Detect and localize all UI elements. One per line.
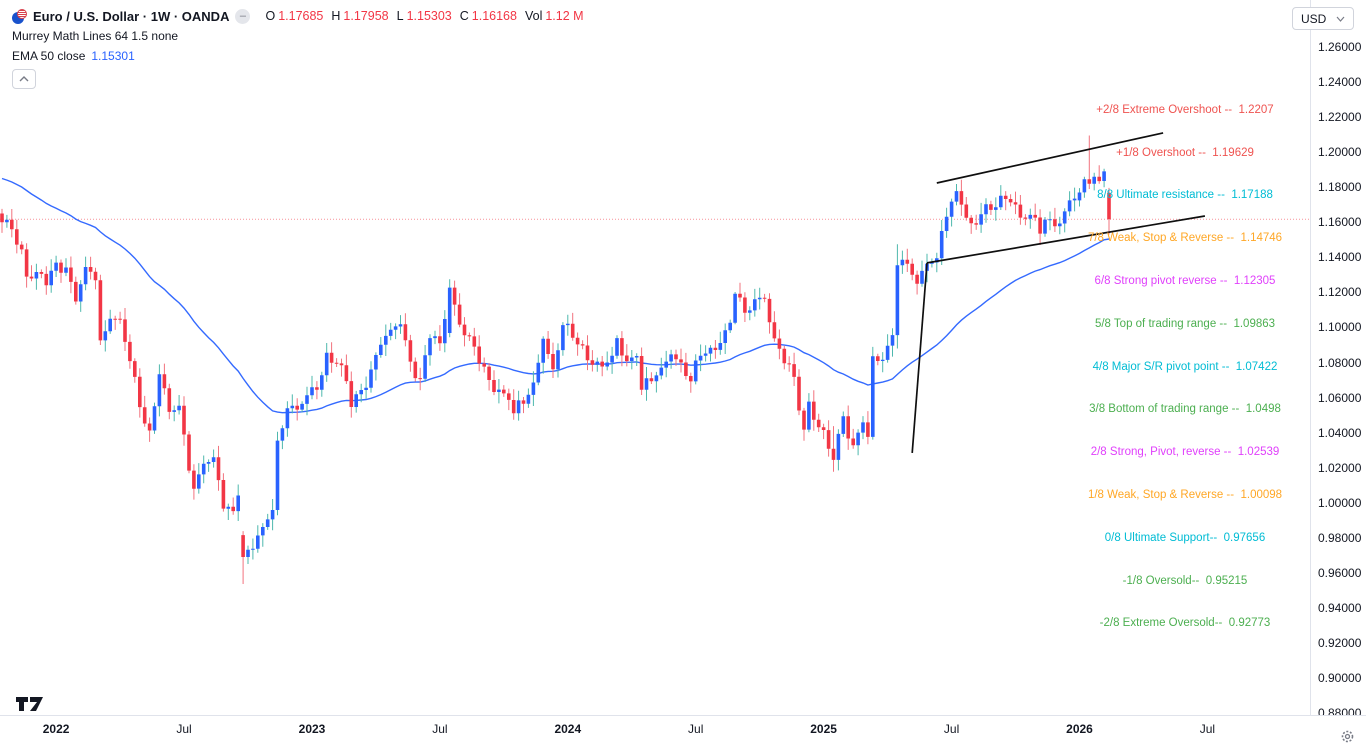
currency-selector-label: USD xyxy=(1301,11,1327,26)
time-tick: 2026 xyxy=(1066,722,1093,736)
down-candle-bodies xyxy=(0,176,1111,557)
legend-collapse-button[interactable] xyxy=(12,69,36,89)
time-tick: 2023 xyxy=(298,722,326,736)
symbol-row[interactable]: Euro / U.S. Dollar · 1W · OANDA – O 1.176… xyxy=(12,6,584,26)
price-tick: 1.16000 xyxy=(1318,215,1362,230)
high-value: 1.17958 xyxy=(343,9,389,23)
price-tick: 0.90000 xyxy=(1318,670,1362,685)
volume-value: 1.12 M xyxy=(545,9,584,23)
open-key: O xyxy=(265,9,276,23)
indicator-ema-row[interactable]: EMA 50 close 1.15301 xyxy=(12,46,584,66)
close-value: 1.16168 xyxy=(471,9,517,23)
price-tick: 0.92000 xyxy=(1318,635,1362,650)
indicator-ema-value: 1.15301 xyxy=(91,49,135,63)
currency-selector-button[interactable]: USD xyxy=(1292,7,1354,30)
ema-50-line xyxy=(1,177,1110,414)
down-candle-wicks xyxy=(1,135,1110,584)
high-key: H xyxy=(331,9,341,23)
time-tick: 2025 xyxy=(810,722,837,736)
tradingview-logo[interactable] xyxy=(15,696,45,717)
time-scale[interactable]: 2022 Jul 2023 Jul 2024 Jul 2025 Jul 2026 Jul xyxy=(0,715,1366,750)
price-tick: 1.02000 xyxy=(1318,460,1362,475)
price-tick: 1.22000 xyxy=(1318,110,1362,125)
time-tick: Jul xyxy=(688,722,704,736)
price-tick: 1.12000 xyxy=(1318,285,1362,300)
low-value: 1.15303 xyxy=(406,9,452,23)
tradingview-logo-icon xyxy=(16,697,43,711)
ohlc-values: O 1.17685 H 1.17958 L 1.15303 C 1.16168 Vol 1… xyxy=(260,9,583,23)
time-tick: Jul xyxy=(176,722,192,736)
volume-key: Vol xyxy=(524,9,543,23)
price-tick: 1.08000 xyxy=(1318,355,1362,370)
price-tick: 1.00000 xyxy=(1318,495,1362,510)
chevron-down-icon xyxy=(1336,16,1345,22)
symbol-title[interactable]: Euro / U.S. Dollar · 1W · OANDA xyxy=(33,8,230,24)
price-tick: 1.20000 xyxy=(1318,145,1362,160)
gear-icon xyxy=(1341,730,1354,743)
time-axis-settings-button[interactable] xyxy=(1340,729,1355,749)
time-tick: 2022 xyxy=(42,722,70,736)
trendline-3[interactable] xyxy=(911,262,928,453)
chevron-up-icon xyxy=(19,76,29,82)
up-candle-bodies xyxy=(5,171,1106,557)
price-tick: 1.04000 xyxy=(1318,425,1362,440)
eur-usd-pair-icon xyxy=(12,8,27,24)
close-key: C xyxy=(459,9,469,23)
price-chart-pane[interactable] xyxy=(0,0,1310,715)
price-tick: 1.24000 xyxy=(1318,75,1362,90)
price-tick: 0.98000 xyxy=(1318,530,1362,545)
trendline-1[interactable] xyxy=(936,132,1164,184)
price-tick: 1.10000 xyxy=(1318,320,1362,335)
indicator-murrey-row[interactable]: Murrey Math Lines 64 1.5 none xyxy=(12,26,584,46)
chart-legend: Euro / U.S. Dollar · 1W · OANDA – O 1.176… xyxy=(12,6,584,89)
indicator-ema-label[interactable]: EMA 50 close xyxy=(12,49,86,63)
open-value: 1.17685 xyxy=(278,9,324,23)
time-tick: Jul xyxy=(943,722,960,736)
price-tick: 1.06000 xyxy=(1318,390,1362,405)
indicator-murrey-label[interactable]: Murrey Math Lines 64 1.5 none xyxy=(12,29,179,43)
price-tick: 1.18000 xyxy=(1318,180,1362,195)
up-candle-wicks xyxy=(6,168,1105,564)
price-tick: 0.96000 xyxy=(1318,565,1362,580)
time-tick: Jul xyxy=(432,722,448,736)
time-tick: Jul xyxy=(1199,722,1216,736)
time-tick: 2024 xyxy=(554,722,582,736)
trendline-2[interactable] xyxy=(926,215,1206,264)
hide-symbol-chip[interactable]: – xyxy=(235,8,251,24)
price-tick: 1.14000 xyxy=(1318,250,1362,265)
price-tick: 1.26000 xyxy=(1318,40,1362,54)
price-scale[interactable]: 1.26000 1.24000 1.22000 1.20000 1.18000 1.160… xyxy=(1310,0,1366,720)
low-key: L xyxy=(396,9,404,23)
price-tick: 0.94000 xyxy=(1318,600,1362,615)
